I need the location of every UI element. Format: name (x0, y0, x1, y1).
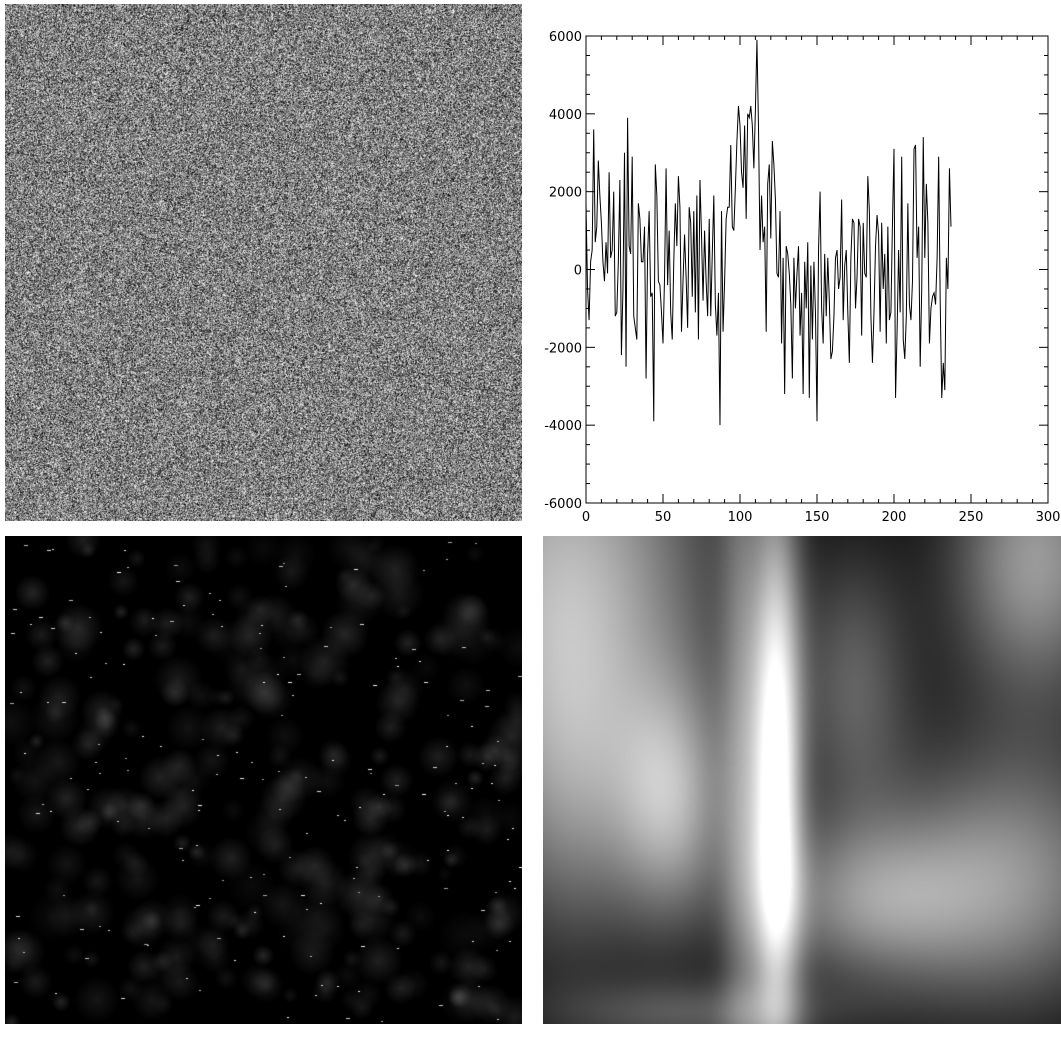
line-plot: 0 50 100 150 200 250 300 -6000 -4000 -2000 0 2000 40… (544, 30, 1060, 525)
smooth-canvas (543, 536, 1061, 1024)
plot-axes (585, 35, 1049, 504)
plot-ticks (585, 35, 1049, 504)
y-tick-label: 0 (574, 264, 582, 279)
noise-canvas (5, 4, 522, 521)
spotted-dark-image (5, 536, 522, 1024)
y-tick-label: 4000 (549, 108, 582, 123)
x-tick-label: 50 (655, 510, 672, 525)
spot-canvas (5, 536, 522, 1024)
x-tick-label: 200 (882, 510, 907, 525)
y-tick-label: -2000 (544, 341, 582, 356)
y-tick-label: -4000 (544, 419, 582, 434)
x-tick-label: 300 (1036, 510, 1061, 525)
smoothed-blob-image (543, 536, 1061, 1024)
x-tick-label: 100 (728, 510, 753, 525)
x-tick-label: 250 (959, 510, 984, 525)
y-tick-label: -6000 (544, 497, 582, 512)
x-tick-label: 0 (582, 510, 590, 525)
y-tick-label: 2000 (549, 186, 582, 201)
plot-tick-labels: 0 50 100 150 200 250 300 -6000 -4000 -2000 0 2000 40… (544, 30, 1060, 525)
x-tick-label: 150 (805, 510, 830, 525)
plot-frame (585, 35, 1049, 504)
random-noise-image (5, 4, 522, 521)
y-tick-label: 6000 (549, 30, 582, 45)
series-line (585, 39, 952, 426)
line-plot-panel: 0 50 100 150 200 250 300 -6000 -4000 -2000 0 2000 40… (530, 0, 1061, 536)
